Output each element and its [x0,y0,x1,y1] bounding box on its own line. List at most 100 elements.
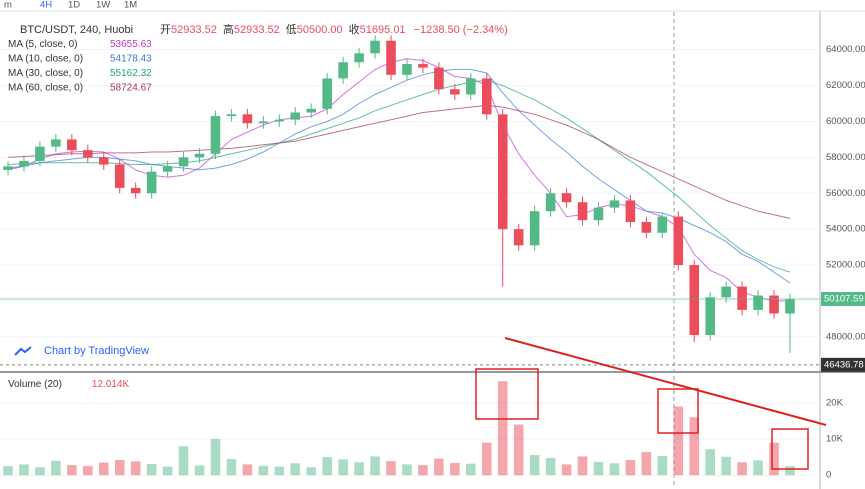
y-tick-label: 60000.00 [826,116,865,127]
candle-body [290,112,301,120]
candle-body [625,200,636,222]
candle-body [194,153,205,158]
candle-body [721,286,731,298]
volume-bar [210,439,221,476]
legend-value: 54178.43 [110,53,152,64]
volume-bar [450,462,460,476]
volume-bar [19,464,29,476]
volume-bar [402,464,412,476]
volume-bar [258,465,269,476]
timeframe-button[interactable]: 4H [40,0,52,11]
timeframe-button[interactable]: 1M [124,0,137,11]
volume-legend: Volume (20) 12.014K [8,379,130,390]
candle-body [497,114,508,230]
volume-bar [737,462,747,476]
candle-body [338,62,348,79]
volume-bar [146,464,157,476]
candle-body [35,146,45,161]
candle-body [481,78,492,115]
candle-body [83,150,93,158]
ohlc-header: 开52933.52 高52933.52 低50500.00 收51695.01 −123… [160,22,508,36]
candle-body [210,116,221,154]
candle-body [561,193,572,203]
candle-body [258,121,269,124]
volume-bar [721,456,731,476]
price-label: 46436.78 [824,359,864,370]
legend-entry: MA (5, close, 0) 53655.63 [8,39,152,50]
volume-tick-label: 0 [826,470,831,481]
candle-body [306,108,317,113]
legend-value: 55162.32 [110,68,152,79]
marks [0,35,820,476]
trend-line [504,337,827,426]
ohlc-value: 50500.00 [297,24,343,36]
y-tick-label: 62000.00 [826,80,865,91]
y-tick-label: 56000.00 [826,188,865,199]
candle-body [402,64,412,75]
candle-body [657,216,668,233]
price-label: 50107.59 [824,293,864,304]
volume-bar [370,456,380,476]
volume-bar [274,466,285,476]
legend-name: MA (60, close, 0) [8,82,83,93]
candle-body [737,286,747,310]
candle-body [386,40,396,75]
timeframe-button[interactable]: m [4,0,12,11]
volume-bar [242,464,253,476]
volume-bar [673,406,684,476]
ma-line [7,79,791,273]
volume-bar [753,460,763,476]
candle-body [370,40,380,54]
candle-body [418,64,428,68]
volume-bar [609,463,620,476]
volume-bar [769,442,779,476]
candle-body [354,53,364,63]
volume-bar [354,462,364,476]
ohlc-label: 高 [223,22,234,36]
change: −1238.50 (−2.34%) [414,24,508,36]
volume-bar [35,467,45,476]
ohlc-value: 51695.01 [360,24,406,36]
volume-bar [561,464,572,476]
candle-body [114,164,125,188]
volume-bar [3,466,13,476]
candle-body [577,202,588,221]
y-tick-label: 54000.00 [826,224,865,235]
volume-bar [130,461,141,476]
candle-body [162,166,173,172]
volume-bar [338,459,348,476]
timeframe-button[interactable]: 1W [96,0,110,11]
legend-value: 53655.63 [110,39,152,50]
legend-header: BTC/USDT, 240, Huobi [20,24,133,36]
legend-name: MA (10, close, 0) [8,53,83,64]
candle-body [593,207,604,221]
candle-body [673,216,684,266]
candle-body [529,211,540,246]
candle-body [3,166,13,170]
candle-body [226,114,237,117]
candle-body [434,67,444,90]
volume-bar [162,466,173,476]
legend-value: 58724.67 [110,82,152,93]
candle-body [322,78,332,109]
ma-line [7,58,790,302]
volume-bar [577,456,588,476]
annotation-box [771,428,809,470]
volume-bar [322,457,332,476]
volume-bar [51,460,61,476]
volume-bar [194,465,205,476]
volume-bar [641,452,652,476]
candle-body [51,139,61,147]
candle-body [146,171,157,194]
volume-bar [625,460,636,476]
timeframe-button[interactable]: 1D [68,0,80,11]
candle-body [689,265,700,336]
ohlc-value: 52933.52 [234,24,280,36]
ohlc-label: 收 [349,22,360,36]
watermark-icon [14,346,32,356]
volume-bar [114,460,125,476]
y-tick-label: 52000.00 [826,260,865,271]
legend-entry: MA (30, close, 0) 55162.32 [8,68,152,79]
